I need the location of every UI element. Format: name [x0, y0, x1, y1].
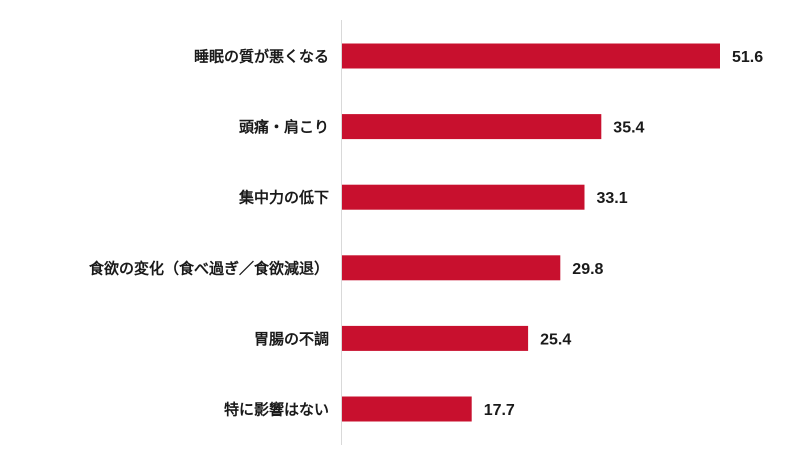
- value-labels-group: 51.6 35.4 33.1 29.8 25.4 17.7: [484, 49, 764, 419]
- bar: [342, 184, 585, 210]
- value-label: 33.1: [597, 190, 628, 207]
- bar: [342, 114, 602, 140]
- bar: [342, 255, 561, 281]
- value-label: 29.8: [572, 261, 603, 278]
- bars-group: [342, 43, 720, 422]
- category-label: 特に影響はない: [224, 401, 329, 419]
- bar: [342, 43, 720, 69]
- value-label: 35.4: [613, 120, 644, 137]
- value-label: 17.7: [484, 402, 515, 419]
- bar: [342, 396, 472, 422]
- value-label: 25.4: [540, 331, 571, 348]
- category-label: 頭痛・肩こり: [239, 118, 329, 136]
- value-label: 51.6: [732, 49, 763, 66]
- category-label: 胃腸の不調: [254, 330, 329, 348]
- category-label: 睡眠の質が悪くなる: [194, 48, 329, 66]
- bar: [342, 325, 529, 351]
- category-label: 集中力の低下: [238, 189, 329, 207]
- category-label: 食欲の変化（食べ過ぎ／食欲減退）: [89, 259, 329, 277]
